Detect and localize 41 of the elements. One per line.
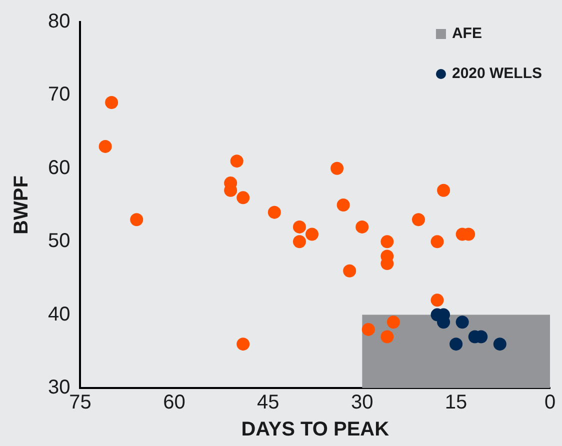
point: [386, 316, 400, 329]
point: [343, 264, 356, 278]
point: [336, 198, 350, 212]
point: [493, 338, 506, 351]
legend-label: AFE: [452, 25, 482, 42]
point: [380, 330, 394, 344]
point: [105, 96, 118, 110]
x-tick-label: 0: [544, 392, 556, 414]
x-tick-label: 45: [257, 392, 280, 414]
point: [230, 154, 244, 168]
point: [380, 235, 394, 248]
x-tick-label: 75: [69, 392, 92, 414]
point: [437, 184, 450, 197]
point: [430, 294, 444, 307]
y-tick-label: 40: [48, 303, 70, 326]
point: [236, 338, 250, 351]
point: [130, 213, 144, 226]
point: [98, 140, 112, 153]
point: [430, 235, 444, 248]
x-tick-label: 15: [444, 392, 468, 414]
point: [292, 235, 306, 248]
point: [330, 162, 344, 175]
point: [305, 228, 318, 241]
x-tick-label: 60: [163, 392, 186, 414]
point: [356, 220, 369, 234]
point: [236, 191, 250, 204]
y-tick-label: 30: [48, 376, 70, 399]
point: [268, 206, 281, 219]
y-tick-label: 60: [48, 156, 70, 179]
x-axis-title: DAYS TO PEAK: [241, 418, 390, 441]
x-tick-label: 30: [350, 392, 374, 414]
y-axis-title: BWPF: [10, 176, 33, 234]
y-tick-label: 50: [48, 230, 70, 252]
y-tick-label: 80: [48, 10, 70, 33]
legend-label: 2020 WELLS: [452, 65, 542, 82]
point: [412, 213, 425, 226]
point: [450, 338, 463, 351]
point: [292, 220, 306, 234]
point: [456, 316, 469, 329]
point: [362, 322, 375, 336]
y-tick-label: 70: [48, 84, 70, 106]
